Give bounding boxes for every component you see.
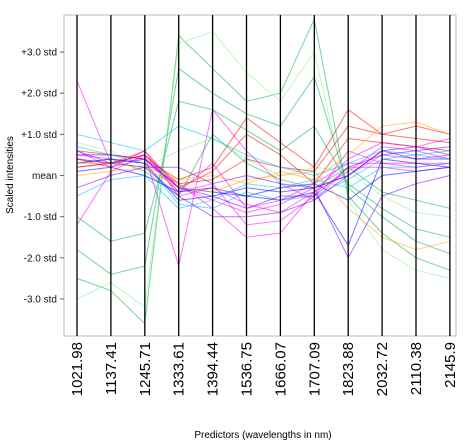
series-line-26 — [76, 150, 451, 259]
series-line-18 — [76, 133, 450, 189]
x-axis-ticks: 1021.98 1137.41 1245.71 1333.61 1394.44 1536.… — [69, 342, 459, 396]
series-line-9 — [76, 100, 451, 242]
series-line-17 — [76, 125, 451, 185]
series-line-7 — [76, 18, 451, 325]
series-line-12 — [76, 138, 450, 218]
x-tick-label: 1666.07 — [272, 342, 289, 396]
series-line-19 — [76, 146, 450, 209]
series-line-24 — [76, 146, 450, 209]
series-layer — [76, 18, 451, 325]
y-tick-label: +3.0 std — [21, 48, 57, 59]
x-tick-label: 2145.9 — [442, 342, 459, 388]
x-tick-label: 1823.88 — [340, 342, 357, 396]
series-line-15 — [76, 166, 450, 201]
x-tick-label: 1394.44 — [205, 342, 222, 396]
x-axis-title: Predictors (wavelengths in nm) — [194, 430, 331, 441]
y-tick-label: +1.0 std — [21, 130, 57, 141]
x-tick-label: 1137.41 — [103, 342, 120, 395]
x-tick-label: 1021.98 — [69, 342, 86, 396]
x-tick-label: 1245.71 — [137, 342, 154, 396]
x-tick-label: 1707.09 — [306, 342, 323, 396]
y-axis-title: Scaled intensities — [5, 136, 16, 214]
x-tick-label: 1333.61 — [171, 342, 188, 396]
series-line-23 — [76, 166, 451, 251]
x-tick-label: 2032.72 — [374, 342, 391, 396]
series-line-11 — [76, 31, 451, 308]
series-line-14 — [76, 150, 450, 201]
series-line-8 — [76, 68, 451, 275]
series-line-16 — [76, 109, 450, 181]
predictor-axes — [76, 15, 451, 336]
plot-area — [63, 14, 457, 337]
series-line-2 — [76, 150, 450, 226]
x-tick-label: 1536.75 — [239, 342, 256, 396]
y-tick-label: -1.0 std — [24, 212, 57, 223]
series-line-20 — [76, 162, 450, 209]
series-line-10 — [76, 133, 451, 209]
series-line-3 — [76, 80, 451, 213]
y-tick-label: -3.0 std — [24, 294, 57, 305]
y-tick-label: mean — [32, 171, 57, 182]
y-tick-label: +2.0 std — [21, 89, 57, 100]
y-axis-ticks: +3.0 std +2.0 std +1.0 std mean -1.0 std -2.0… — [21, 48, 64, 305]
series-line-21 — [76, 125, 450, 176]
series-line-25 — [76, 146, 451, 218]
x-tick-label: 2110.38 — [408, 342, 425, 395]
y-tick-label: -2.0 std — [24, 253, 57, 264]
